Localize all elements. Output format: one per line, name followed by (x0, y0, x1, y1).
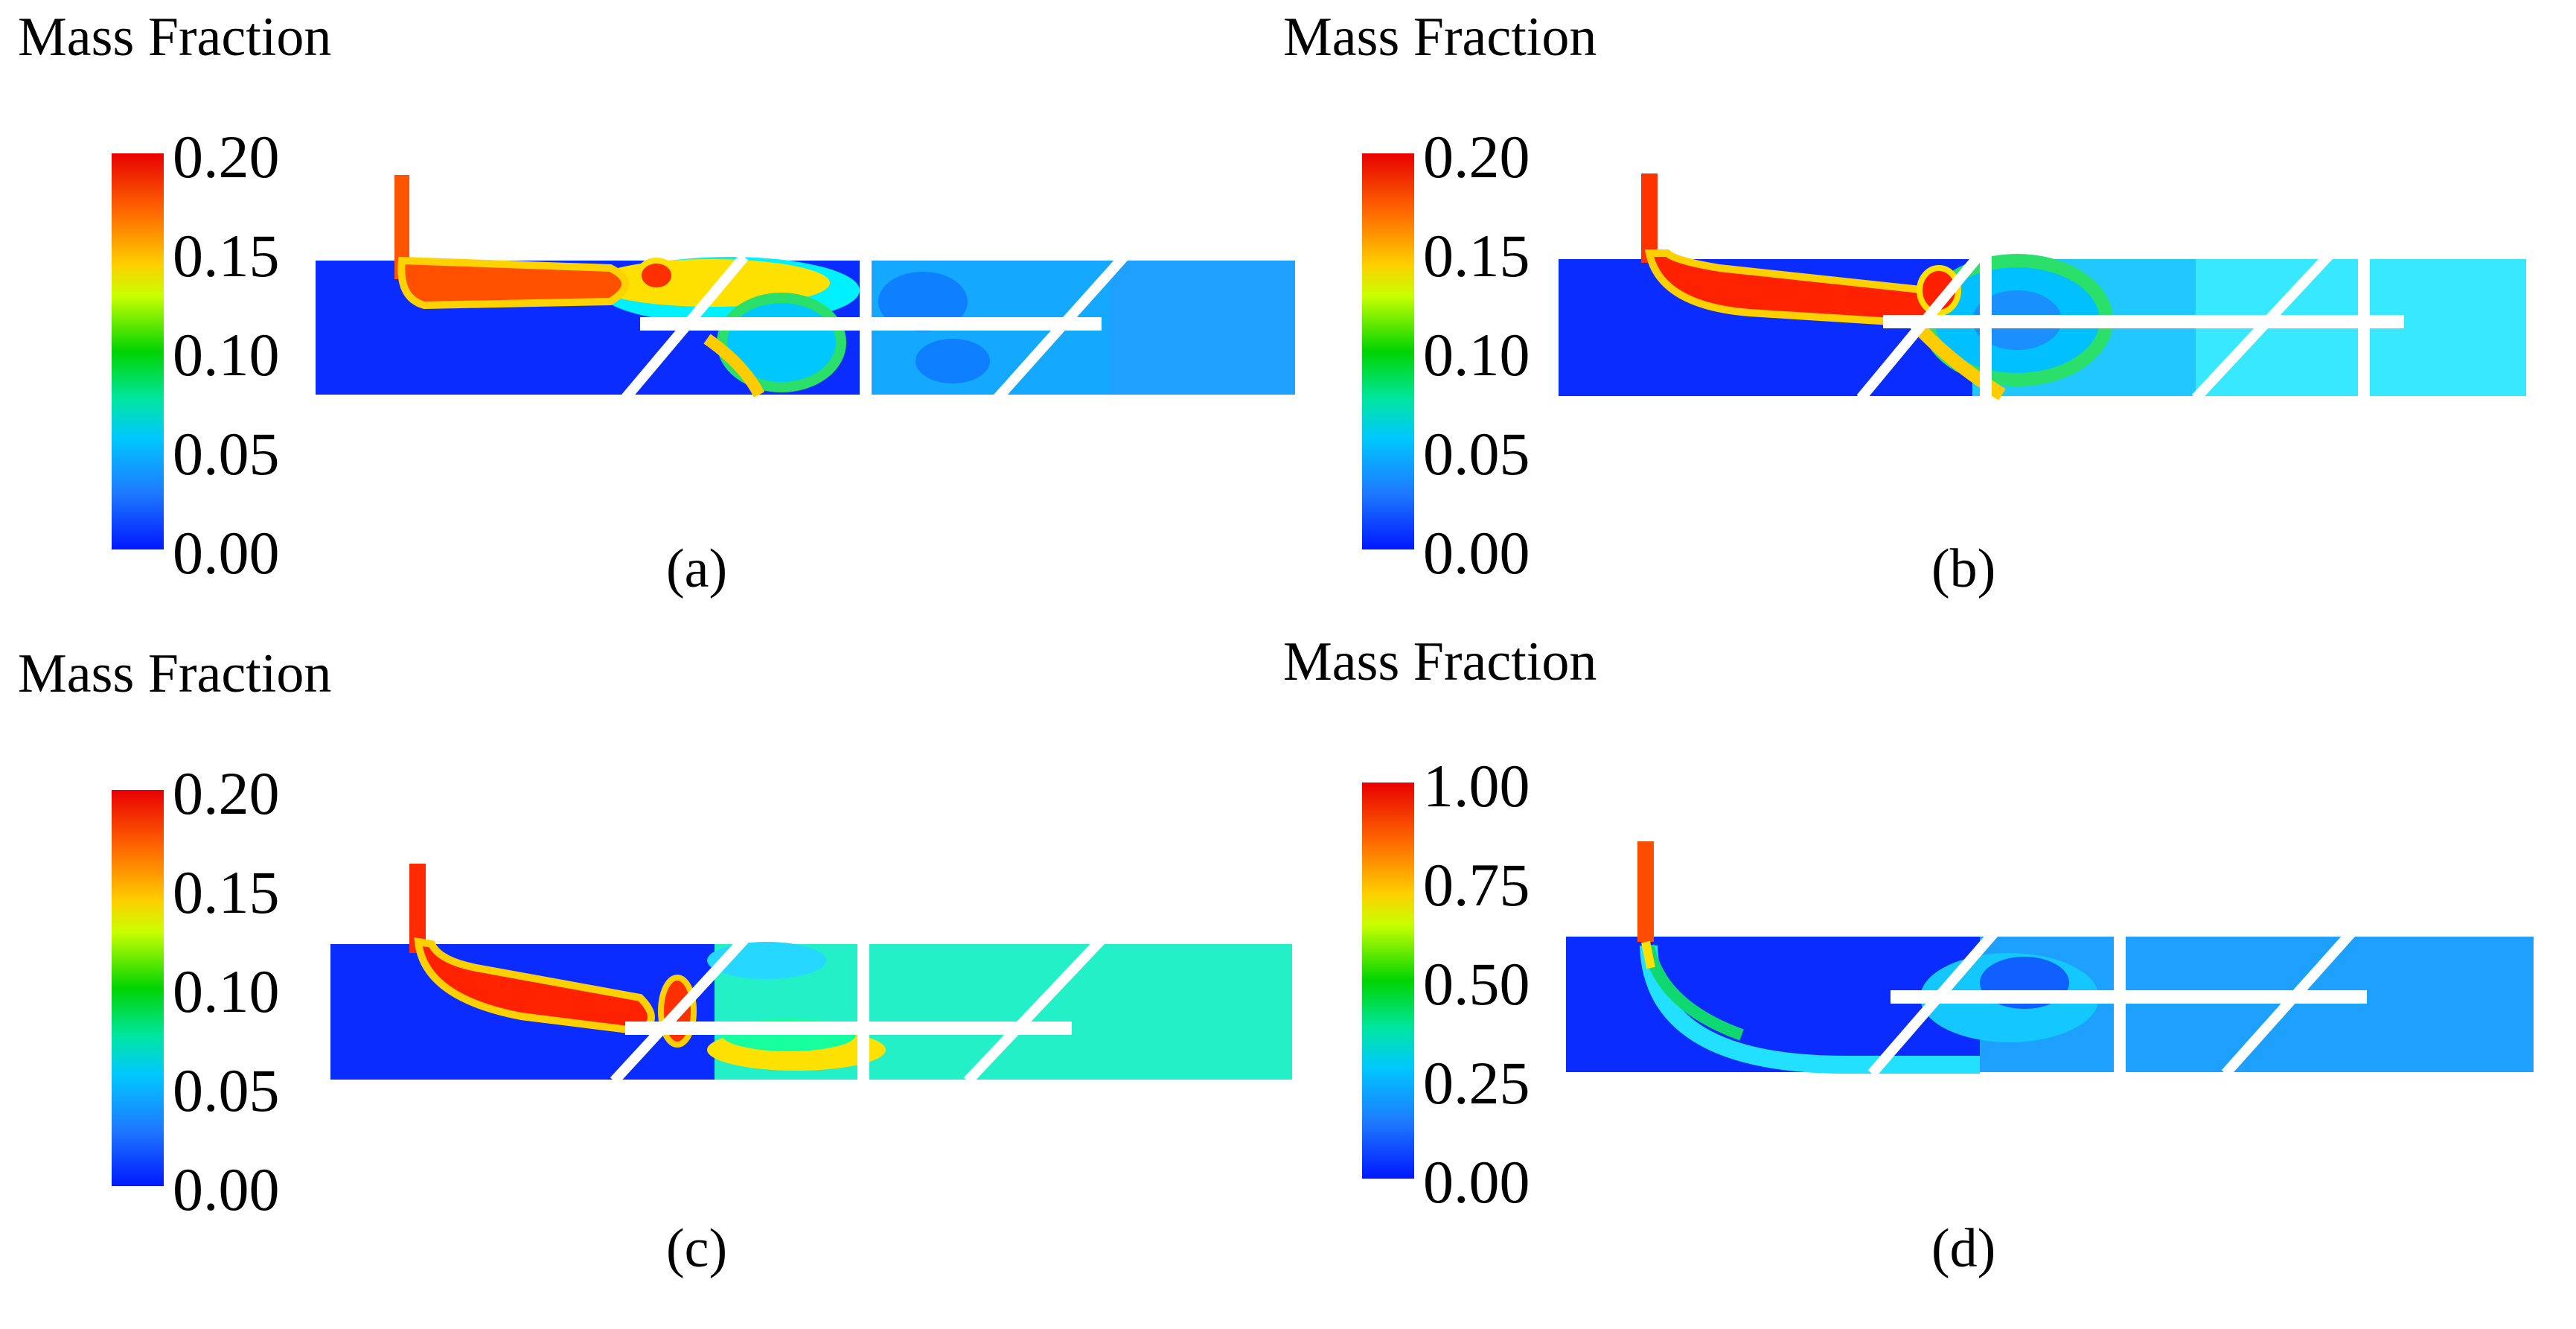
panel-c: Mass Fraction 0.20 0.15 0.10 0.05 0.00 (… (0, 637, 1292, 1292)
colorbar-tick: 0.15 (173, 222, 280, 290)
colorbar-tick: 0.00 (173, 1156, 280, 1223)
colorbar-tick: 0.10 (1423, 321, 1530, 389)
colorbar-tick: 0.15 (173, 858, 280, 926)
panel-title: Mass Fraction (18, 643, 332, 704)
colorbar-tick: 0.20 (1423, 123, 1530, 191)
panel-label: (b) (1931, 538, 1996, 599)
colorbar-tick: 0.10 (173, 321, 280, 389)
panel-b: Mass Fraction 0.20 0.15 0.10 0.05 0.00 (… (1265, 0, 2531, 655)
colorbar-tick: 0.00 (173, 519, 280, 587)
colorbar (1362, 783, 1414, 1179)
colorbar-tick: 0.75 (1423, 851, 1530, 919)
panel-title: Mass Fraction (18, 7, 332, 68)
panel-title: Mass Fraction (1283, 7, 1597, 68)
colorbar-tick: 0.50 (1423, 950, 1530, 1018)
contour-plot (1559, 173, 2526, 402)
contour-plot (330, 864, 1292, 1085)
colorbar-tick: 0.05 (1423, 420, 1530, 488)
panel-label: (d) (1931, 1218, 1996, 1279)
colorbar-tick: 0.25 (1423, 1049, 1530, 1117)
colorbar (112, 153, 164, 549)
colorbar-tick: 0.05 (173, 1056, 280, 1124)
panel-d: Mass Fraction 1.00 0.75 0.50 0.25 0.00 (… (1265, 631, 2534, 1292)
colorbar-tick: 0.00 (1423, 519, 1530, 587)
colorbar-tick: 0.20 (173, 123, 280, 191)
panel-title: Mass Fraction (1283, 631, 1597, 692)
colorbar-tick: 1.00 (1423, 752, 1530, 820)
panel-label: (c) (666, 1218, 728, 1279)
panel-label: (a) (666, 538, 728, 599)
colorbar-tick: 0.05 (173, 420, 280, 488)
colorbar-tick: 0.15 (1423, 222, 1530, 290)
colorbar-tick: 0.00 (1423, 1148, 1530, 1216)
colorbar (112, 790, 164, 1186)
colorbar (1362, 153, 1414, 549)
colorbar-tick: 0.20 (173, 759, 280, 827)
panel-a: Mass Fraction 0.20 0.15 0.10 0.05 0.00 (… (0, 0, 1295, 655)
contour-plot (316, 175, 1295, 402)
colorbar-tick: 0.10 (173, 957, 280, 1025)
contour-plot (1566, 841, 2534, 1077)
